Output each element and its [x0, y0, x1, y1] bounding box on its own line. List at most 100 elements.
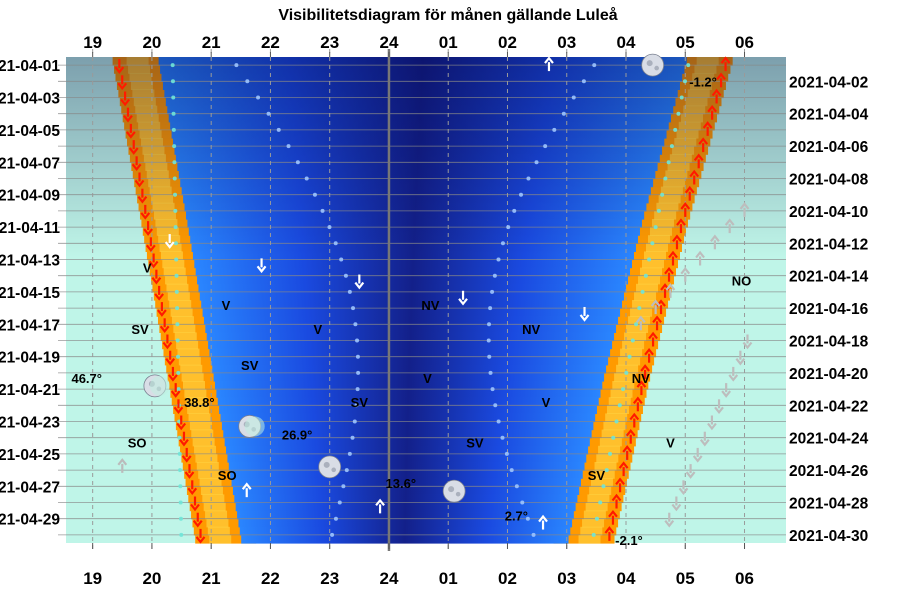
moon-path-dot	[617, 403, 622, 408]
moonrise-arrow	[724, 218, 735, 234]
date-label-right: 2021-04-12	[789, 236, 868, 253]
moon-direction-arrow	[354, 274, 365, 290]
moon-path-dot	[531, 532, 536, 537]
altitude-label: -2.1°	[615, 533, 643, 548]
dawn-glow	[578, 534, 601, 544]
direction-label: SO	[218, 468, 237, 483]
dusk-glow	[189, 421, 212, 431]
arrow-head	[170, 390, 181, 398]
moon-path-dot	[650, 241, 655, 246]
moon-path-dot	[640, 289, 645, 294]
date-label-right: 2021-04-30	[789, 528, 868, 545]
sunrise-arrow	[672, 234, 682, 250]
sunrise-arrow	[611, 493, 622, 509]
sunrise-arrow	[689, 169, 700, 185]
moon-path-dot	[526, 176, 531, 181]
arrow-head	[702, 121, 713, 129]
moon-path-dot	[286, 144, 291, 149]
dawn-glow	[592, 470, 615, 479]
sunrise-arrow	[618, 461, 629, 477]
arrow-head	[693, 153, 704, 161]
arrow-head	[664, 266, 674, 275]
direction-label: V	[143, 261, 152, 276]
date-label-right: 2021-04-24	[789, 431, 869, 448]
dusk-glow	[178, 356, 201, 366]
arrow-head	[676, 218, 686, 226]
moon-path-dot	[178, 468, 183, 473]
dusk-glow	[184, 389, 207, 398]
dusk-glow	[207, 526, 230, 536]
hour-label-bottom: 24	[380, 569, 399, 588]
sunset-arrow	[134, 172, 145, 188]
dawn-glow	[638, 275, 661, 285]
sunset-arrow	[195, 528, 206, 544]
moon-shadow	[149, 375, 170, 396]
arrow-head	[629, 412, 640, 421]
night-band	[195, 267, 631, 277]
dawn-glow	[590, 478, 613, 487]
dusk-glow	[180, 364, 203, 374]
dawn-glow	[601, 429, 624, 439]
hour-label-top: 19	[83, 33, 102, 52]
arrow-head	[635, 315, 646, 323]
night-band	[220, 413, 596, 423]
moon-path-dot	[178, 484, 183, 489]
moon-path-dot	[352, 419, 357, 424]
moon-path-dot	[506, 225, 511, 230]
sunrise-arrow	[707, 104, 717, 120]
moon-path-dot	[355, 338, 360, 343]
moon-path-dot	[666, 160, 671, 165]
dusk-glow	[206, 518, 229, 528]
moon-path-dot	[173, 241, 178, 246]
moonset-arrow	[742, 334, 753, 350]
moonset-arrow	[707, 415, 717, 431]
moon-path-dot	[339, 257, 344, 262]
sunrise-arrow	[636, 380, 647, 396]
night-band	[210, 356, 609, 366]
moonset-arrow	[685, 464, 696, 479]
moon-direction-arrow	[164, 234, 175, 249]
date-label-right: 2021-04-14	[789, 269, 869, 286]
moon-path-dot	[630, 338, 635, 343]
dawn-glow	[636, 283, 659, 293]
dawn-glow	[580, 526, 603, 536]
direction-label: SV	[466, 436, 484, 451]
arrow-head	[168, 374, 178, 382]
sunset-arrow	[173, 399, 184, 415]
moon-path-dot	[679, 95, 684, 100]
arrow-head	[735, 358, 746, 366]
arrow-head	[680, 202, 691, 210]
night-band	[237, 510, 574, 520]
sunrise-arrow	[702, 121, 713, 136]
dawn-glow	[632, 300, 655, 309]
date-label-left: 2021-04-23	[0, 415, 60, 432]
hour-label-top: 23	[320, 33, 339, 52]
moon-crater	[323, 461, 330, 468]
night-band	[232, 486, 580, 495]
moon-path-dot	[656, 208, 661, 213]
moon-path-dot	[320, 208, 325, 213]
direction-label: V	[542, 395, 551, 410]
moon-path-dot	[514, 484, 519, 489]
night-band	[217, 397, 599, 406]
arrow-head	[125, 131, 136, 139]
dawn-glow	[589, 486, 612, 495]
dawn-glow	[594, 462, 617, 471]
sunrise-arrow	[615, 477, 625, 493]
arrow-head	[716, 72, 726, 80]
dawn-glow	[606, 405, 629, 414]
moonrise-arrow	[665, 283, 676, 298]
arrow-head	[256, 265, 267, 274]
dawn-glow	[610, 389, 633, 398]
moon-path-dot	[175, 322, 180, 327]
night-band	[238, 518, 573, 528]
moon-crater	[654, 65, 659, 71]
moon-path-dot	[500, 241, 505, 246]
moon-path-dot	[355, 354, 360, 359]
arrow-head	[190, 503, 200, 512]
dawn-glow	[598, 445, 621, 455]
moon-path-dot	[234, 63, 239, 68]
night-band	[230, 470, 583, 479]
arrow-head	[241, 482, 252, 490]
moon-path-dot	[177, 451, 182, 456]
